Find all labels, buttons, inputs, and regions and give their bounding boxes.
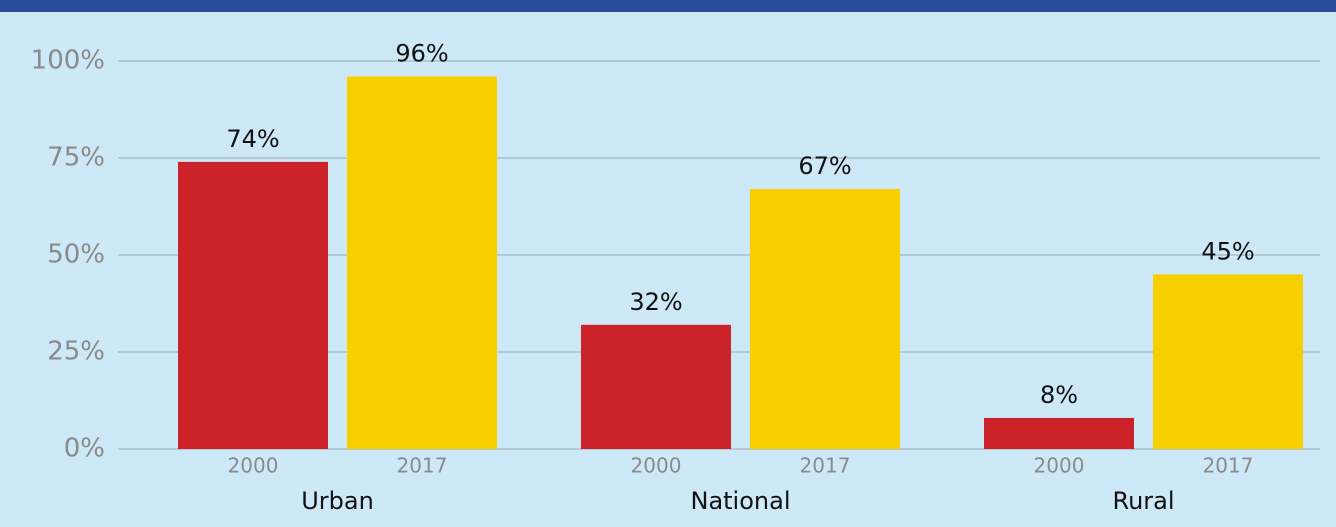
value-label: 8% (1040, 381, 1078, 409)
top-band (0, 0, 1336, 12)
series-label: 2017 (397, 454, 448, 478)
y-tick-label: 50% (47, 240, 105, 270)
x-tick-label: Rural (1112, 487, 1174, 515)
value-label: 32% (629, 288, 682, 316)
value-label: 74% (226, 125, 279, 153)
bar (750, 189, 900, 450)
value-label: 45% (1201, 237, 1254, 265)
value-label: 67% (798, 152, 851, 180)
x-tick-label: Urban (301, 487, 374, 515)
bar (347, 76, 497, 450)
y-tick-label: 75% (47, 143, 105, 173)
y-tick-label: 25% (47, 337, 105, 367)
bar (984, 417, 1134, 449)
bar (178, 161, 328, 449)
series-label: 2000 (631, 454, 682, 478)
bar (1153, 274, 1303, 449)
series-label: 2017 (1203, 454, 1254, 478)
value-label: 96% (395, 40, 448, 68)
series-label: 2000 (1034, 454, 1085, 478)
x-tick-label: National (690, 487, 790, 515)
y-tick-label: 0% (64, 434, 105, 464)
series-label: 2017 (800, 454, 851, 478)
bar (581, 324, 731, 449)
series-label: 2000 (228, 454, 279, 478)
y-tick-label: 100% (31, 46, 105, 76)
